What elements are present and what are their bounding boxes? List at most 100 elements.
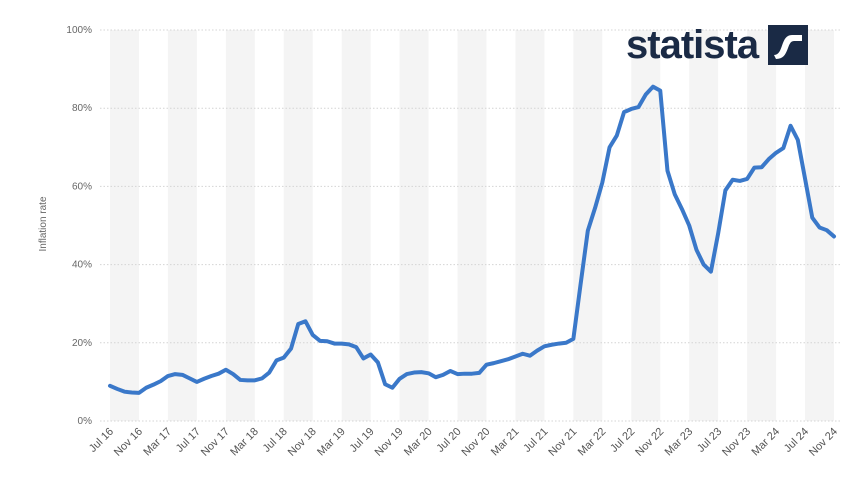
x-tick-label: Mar 24: [749, 426, 782, 459]
data-point: [796, 138, 799, 142]
data-point: [738, 179, 742, 183]
y-axis: 0% 20% 40% 60% 80% 100%: [66, 25, 92, 427]
data-point: [564, 341, 568, 344]
data-point: [528, 354, 532, 357]
data-point: [376, 361, 380, 364]
data-point: [637, 105, 640, 109]
data-point: [709, 270, 713, 273]
column-band: [167, 30, 197, 421]
data-point: [651, 85, 655, 88]
data-point: [688, 224, 691, 227]
x-tick-label: Mar 21: [489, 426, 522, 459]
data-point: [202, 377, 206, 380]
statista-logo: statista: [626, 23, 809, 67]
data-point: [514, 355, 517, 358]
data-point: [811, 216, 814, 219]
data-point: [369, 353, 372, 356]
data-point: [434, 376, 437, 379]
data-point: [825, 228, 828, 232]
data-point: [116, 387, 119, 391]
column-band: [747, 30, 777, 421]
column-band: [341, 30, 371, 421]
y-tick-label: 100%: [66, 25, 92, 36]
data-point: [130, 391, 133, 394]
data-point: [550, 343, 553, 346]
data-point: [347, 343, 351, 346]
column-band: [457, 30, 487, 421]
logo-text: statista: [626, 23, 759, 67]
x-tick-label: Mar 22: [576, 426, 609, 459]
data-point: [572, 337, 575, 341]
data-point: [789, 124, 792, 127]
data-point: [716, 232, 720, 235]
data-point: [615, 134, 618, 137]
column-band: [689, 30, 719, 421]
data-point: [427, 372, 430, 375]
data-point: [666, 169, 669, 172]
data-point: [673, 193, 676, 196]
data-point: [354, 345, 358, 349]
data-point: [145, 386, 148, 389]
data-points: [108, 85, 836, 395]
x-tick-label: Mar 17: [141, 426, 174, 459]
statista-logo-icon: [768, 25, 809, 65]
data-point: [383, 383, 387, 386]
x-tick-label: Nov 23: [720, 426, 753, 459]
data-point: [173, 372, 177, 376]
data-point: [239, 378, 242, 382]
data-point: [470, 372, 474, 375]
data-point: [774, 151, 778, 154]
data-point: [391, 386, 394, 389]
data-point: [304, 320, 307, 323]
x-tick-label: Nov 21: [546, 426, 579, 459]
data-point: [275, 359, 278, 362]
column-band: [225, 30, 255, 421]
data-point: [753, 166, 756, 169]
data-point: [745, 177, 749, 181]
data-point: [217, 372, 220, 375]
data-point: [485, 363, 488, 366]
data-point: [289, 347, 293, 350]
data-point: [210, 374, 213, 378]
data-point: [362, 357, 365, 360]
data-point: [832, 235, 836, 238]
data-point: [521, 352, 524, 355]
data-point: [412, 371, 416, 374]
data-point: [260, 377, 264, 380]
data-point: [405, 372, 409, 376]
gridlines: [100, 29, 842, 422]
data-point: [535, 349, 539, 352]
data-point: [282, 356, 285, 359]
data-point: [188, 377, 191, 380]
column-band: [399, 30, 429, 421]
data-point: [108, 384, 112, 388]
data-point: [579, 282, 582, 286]
data-point: [782, 146, 785, 150]
data-point: [311, 333, 314, 337]
data-point: [593, 206, 597, 210]
x-tick-label: Mar 23: [663, 426, 696, 459]
x-tick-label: Mar 18: [228, 426, 261, 459]
y-axis-title: Inflation rate: [38, 196, 49, 251]
x-tick-label: Nov 18: [286, 426, 319, 459]
data-point: [659, 89, 662, 92]
y-tick-label: 40%: [72, 260, 92, 271]
data-point: [152, 383, 155, 386]
data-point: [456, 372, 459, 376]
data-point: [608, 146, 611, 149]
data-point: [159, 379, 162, 383]
data-point: [463, 372, 466, 375]
x-tick-label: Mar 19: [315, 426, 348, 459]
data-point: [326, 340, 329, 343]
data-point: [246, 379, 249, 382]
data-point: [449, 369, 452, 373]
data-point: [601, 181, 604, 184]
data-point: [760, 166, 763, 169]
data-point: [333, 342, 336, 345]
column-bands: [110, 30, 834, 421]
data-point: [123, 390, 126, 393]
data-point: [166, 374, 170, 378]
y-tick-label: 60%: [72, 181, 92, 192]
